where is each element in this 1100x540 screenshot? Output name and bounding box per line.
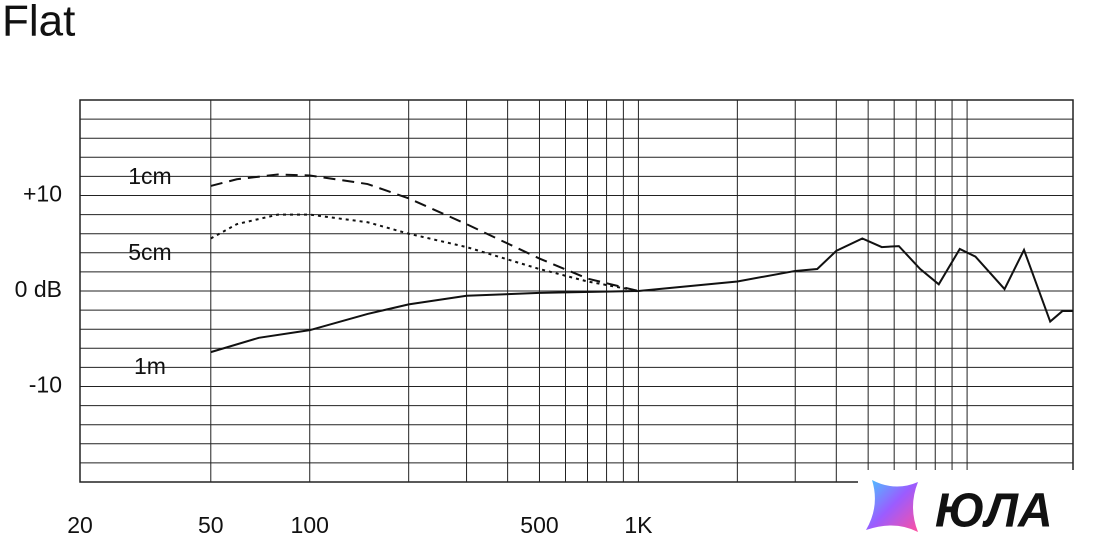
x-tick-label: 500 bbox=[520, 512, 558, 538]
watermark-icon bbox=[866, 480, 918, 532]
y-tick-label: +10 bbox=[23, 181, 62, 207]
chart-title: Flat bbox=[2, 0, 75, 46]
series-line bbox=[210, 173, 639, 292]
series-line bbox=[210, 213, 639, 292]
x-tick-label: 20 bbox=[67, 512, 93, 538]
series-label: 1cm bbox=[128, 163, 171, 189]
plot: 20 50 100 500 1K +10 0 dB -10 1cm 5cm 1m bbox=[15, 99, 1074, 538]
watermark-text: ЮЛА bbox=[935, 485, 1053, 538]
series-label: 1m bbox=[134, 353, 166, 379]
y-tick-label: 0 dB bbox=[15, 276, 62, 302]
y-tick-label: -10 bbox=[29, 372, 62, 398]
x-tick-label: 100 bbox=[291, 512, 329, 538]
series-label: 5cm bbox=[128, 239, 171, 265]
series-line bbox=[210, 237, 1073, 354]
x-tick-label: 50 bbox=[198, 512, 224, 538]
x-tick-label: 1K bbox=[624, 512, 653, 538]
watermark: ЮЛА bbox=[858, 470, 1100, 540]
